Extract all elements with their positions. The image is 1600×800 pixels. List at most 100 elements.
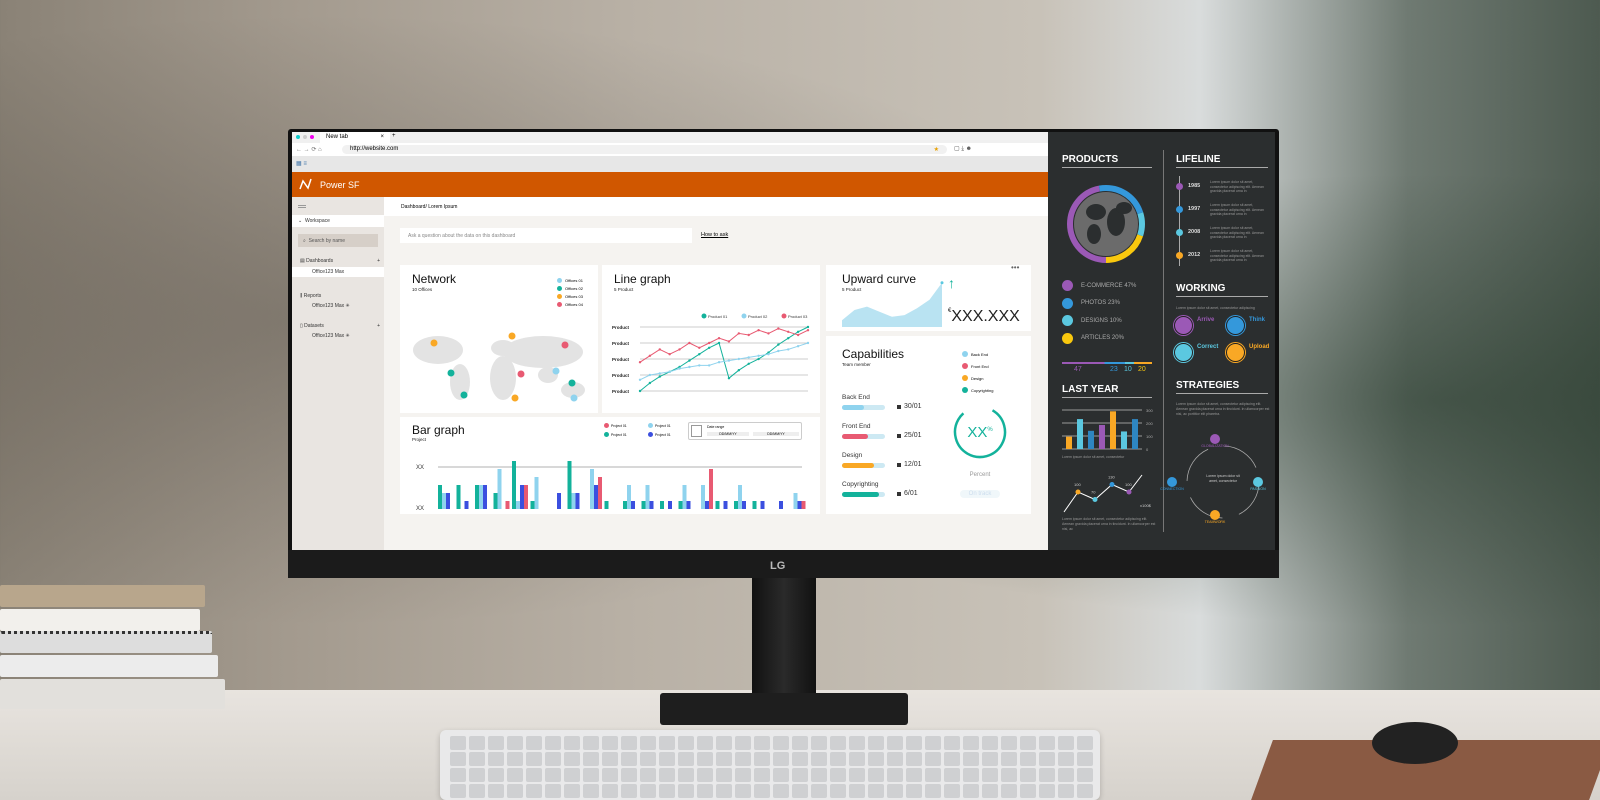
add-icon[interactable]: + [377, 323, 380, 329]
series-line [639, 326, 809, 392]
menu-icon[interactable] [298, 205, 306, 208]
continent-shape [561, 382, 585, 398]
lifeline-heading: LIFELINE [1176, 154, 1268, 168]
new-tab-icon[interactable]: + [392, 133, 396, 139]
window-dot[interactable] [303, 135, 307, 139]
continent-shape [490, 356, 516, 400]
more-options-icon[interactable]: ••• [1011, 263, 1020, 272]
bar [505, 501, 510, 509]
sidebar-item-datasets[interactable]: ▯ Datasets + [300, 323, 380, 329]
sidebar-subitem[interactable]: Office123 Max [292, 267, 384, 277]
date-from[interactable]: DD/MM/YY [707, 432, 749, 436]
card-subtitle: Project [412, 437, 427, 442]
data-point [796, 330, 800, 333]
office-marker [552, 367, 560, 375]
area-fill [842, 282, 942, 327]
url-text: http://website.com [350, 146, 399, 152]
sidebar-item-reports[interactable]: ⫼ Reports [300, 293, 322, 299]
toolbar-icons[interactable]: ▢ ⤓ ☻ [954, 146, 972, 152]
strategy-node: CONNECTION [1152, 477, 1192, 491]
window-dot[interactable] [296, 135, 300, 139]
sidebar-subitem[interactable]: Office123 Max ✳ [312, 333, 350, 339]
nav-icons[interactable]: ← → ⟳ ⌂ [296, 147, 322, 153]
data-point [806, 325, 810, 329]
timeline-dot [1176, 252, 1183, 259]
sidebar-item-dashboards[interactable]: ▤ Dashboards + [300, 258, 380, 264]
app-header: Power SF [292, 172, 1048, 197]
legend-item: Project 01 [648, 432, 671, 437]
strategy-icon [1167, 477, 1177, 487]
star-icon[interactable]: ★ [933, 147, 939, 153]
divider [1163, 150, 1164, 532]
address-bar: ← → ⟳ ⌂ http://website.com ★ ▢ ⤓ ☻ [292, 143, 1048, 156]
strategy-label: CONNECTION [1160, 487, 1184, 491]
y-tick-label: XX [416, 465, 424, 471]
bar [1066, 436, 1072, 449]
bar [649, 501, 654, 509]
ask-input[interactable]: Ask a question about the data on this da… [400, 228, 692, 243]
data-point [658, 348, 661, 351]
tab-new-tab[interactable]: New tab × [320, 132, 390, 143]
calendar-icon [897, 463, 901, 467]
search-input[interactable]: ⌕ Search by name [298, 234, 378, 247]
data-point [796, 345, 800, 348]
percent-gauge [953, 405, 1007, 459]
timeline-text: Lorem ipsum dolor sit amet, consectetur … [1210, 249, 1264, 262]
working-intro: Lorem ipsum dolor sit amet, consectetur … [1176, 306, 1255, 310]
office-marker [511, 394, 519, 402]
timeline-year: 1985 [1188, 183, 1201, 189]
products-list-item: DESIGNS 10% [1062, 312, 1136, 330]
arrow-up-icon: ↑ [948, 275, 955, 291]
capability-label: Copyrighting [842, 481, 879, 488]
bar [1132, 419, 1138, 449]
data-point [717, 361, 721, 364]
working-heading: WORKING [1176, 283, 1268, 297]
mouse [1372, 722, 1458, 764]
how-to-ask-link[interactable]: How to ask [701, 232, 729, 238]
url-input[interactable]: http://website.com ★ [342, 145, 947, 154]
legend-item: Product 02 [741, 313, 768, 319]
apps-icon[interactable]: ▦ ≡ [296, 161, 307, 167]
data-point [707, 341, 711, 345]
data-point [658, 372, 661, 375]
add-icon[interactable]: + [377, 258, 380, 264]
legend-item: Project 01 [604, 432, 627, 437]
close-tab-icon[interactable]: × [380, 134, 384, 140]
sidebar-workspace[interactable]: ⌄ Workspace [292, 215, 384, 227]
card-title: Line graph [614, 272, 671, 286]
window-dot[interactable] [310, 135, 314, 139]
legend-dot [781, 313, 787, 319]
continent-shape [1107, 208, 1125, 236]
data-point [1075, 489, 1081, 495]
monitor-chin [288, 550, 1279, 578]
legend-dot [648, 423, 653, 428]
bar [801, 501, 806, 509]
bar [571, 493, 576, 509]
y-tick-label: Product [612, 357, 630, 362]
card-subtitle: 10 Offices [412, 287, 433, 292]
data-point [688, 365, 691, 369]
y-tick-label: 200 [1146, 421, 1153, 426]
section-label: Reports [303, 293, 322, 299]
timeline-year: 2012 [1188, 252, 1201, 258]
gauge-value: XX% [952, 424, 1008, 441]
gauge-unit: % [987, 427, 993, 433]
continent-shape [450, 364, 470, 400]
legend-dot [962, 351, 968, 357]
date-range-picker[interactable]: Date range DD/MM/YY DD/MM/YY [688, 422, 802, 440]
working-icon [1226, 316, 1245, 335]
sidebar-subitem[interactable]: Office123 Max ✳ [312, 303, 350, 309]
bar [760, 501, 765, 509]
timeline-line [1179, 176, 1180, 266]
legend-dot [557, 285, 562, 291]
capability-row: Back End 30/01 [842, 394, 952, 420]
data-point [1109, 482, 1115, 487]
data-point [668, 370, 671, 373]
timeline-text: Lorem ipsum dolor sit amet, consectetur … [1210, 203, 1264, 216]
data-point [796, 333, 800, 337]
calendar-icon [897, 405, 901, 409]
data-point [787, 348, 790, 351]
date-to[interactable]: DD/MM/YY [753, 432, 799, 436]
calendar-icon [691, 425, 702, 437]
bar [682, 485, 687, 509]
